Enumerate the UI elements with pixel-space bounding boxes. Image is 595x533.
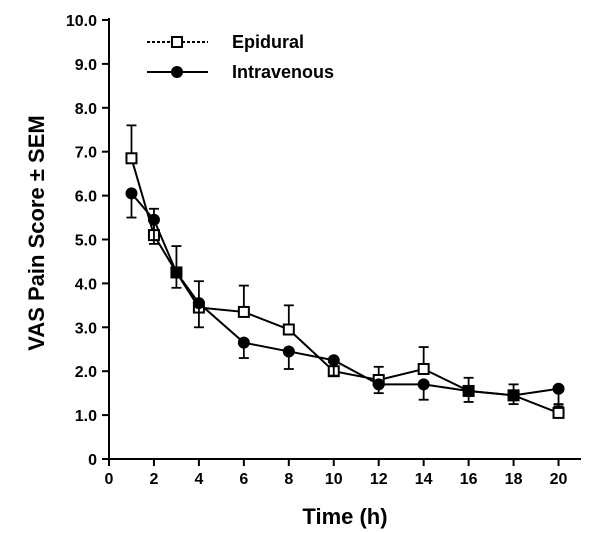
y-tick-label: 2.0 (75, 364, 97, 381)
x-tick-label: 2 (149, 471, 158, 488)
y-tick-label: 10.0 (66, 13, 97, 30)
x-tick-label: 10 (325, 471, 343, 488)
y-axis-ticks: 0 1.0 2.0 3.0 4.0 5.0 6.0 7.0 8.0 9.0 10.0 (66, 13, 109, 469)
legend: Epidural Intravenous (147, 32, 334, 82)
data-point-circle (552, 382, 565, 395)
x-tick-label: 8 (284, 471, 293, 488)
x-tick-label: 18 (505, 471, 523, 488)
data-point-circle (282, 345, 295, 358)
data-point-square (282, 323, 295, 336)
data-point-square (552, 406, 565, 419)
y-tick-label: 1.0 (75, 408, 97, 425)
legend-label: Intravenous (232, 62, 334, 82)
data-point-circle (462, 384, 475, 397)
data-point-square (171, 36, 183, 48)
x-tick-label: 6 (239, 471, 248, 488)
x-tick-label: 16 (460, 471, 478, 488)
data-point-circle (372, 378, 385, 391)
x-tick-label: 14 (415, 471, 433, 488)
series-layer (125, 124, 565, 419)
y-tick-label: 4.0 (75, 276, 97, 293)
y-tick-label: 9.0 (75, 57, 97, 74)
data-point-circle (192, 297, 205, 310)
series-line (130, 158, 559, 414)
x-tick-label: 4 (194, 471, 203, 488)
x-tick-label: 12 (370, 471, 388, 488)
data-point-circle (125, 187, 138, 200)
data-point-square (417, 363, 430, 376)
data-point-square (237, 305, 250, 318)
series-line (130, 192, 559, 397)
data-point-circle (237, 336, 250, 349)
legend-item-epidural: Epidural (147, 32, 304, 52)
data-point-circle (507, 389, 520, 402)
x-axis-label: Time (h) (302, 504, 387, 529)
x-axis-ticks: 0 2 4 6 8 10 12 14 16 18 20 (105, 459, 568, 488)
legend-label: Epidural (232, 32, 304, 52)
data-point-circle (327, 354, 340, 367)
y-axis-label: VAS Pain Score ± SEM (24, 115, 49, 350)
series-epidural (125, 124, 565, 419)
data-point-circle (171, 66, 183, 78)
y-tick-label: 6.0 (75, 189, 97, 206)
legend-item-intravenous: Intravenous (147, 62, 334, 82)
series-intravenous (125, 187, 565, 408)
data-point-circle (170, 266, 183, 279)
y-tick-label: 5.0 (75, 233, 97, 250)
x-tick-label: 20 (550, 471, 568, 488)
y-tick-label: 7.0 (75, 145, 97, 162)
data-point-circle (417, 378, 430, 391)
y-tick-label: 8.0 (75, 101, 97, 118)
x-tick-label: 0 (105, 471, 114, 488)
y-tick-label: 3.0 (75, 320, 97, 337)
data-point-circle (147, 213, 160, 226)
y-tick-label: 0 (88, 452, 97, 469)
data-point-square (125, 152, 138, 165)
